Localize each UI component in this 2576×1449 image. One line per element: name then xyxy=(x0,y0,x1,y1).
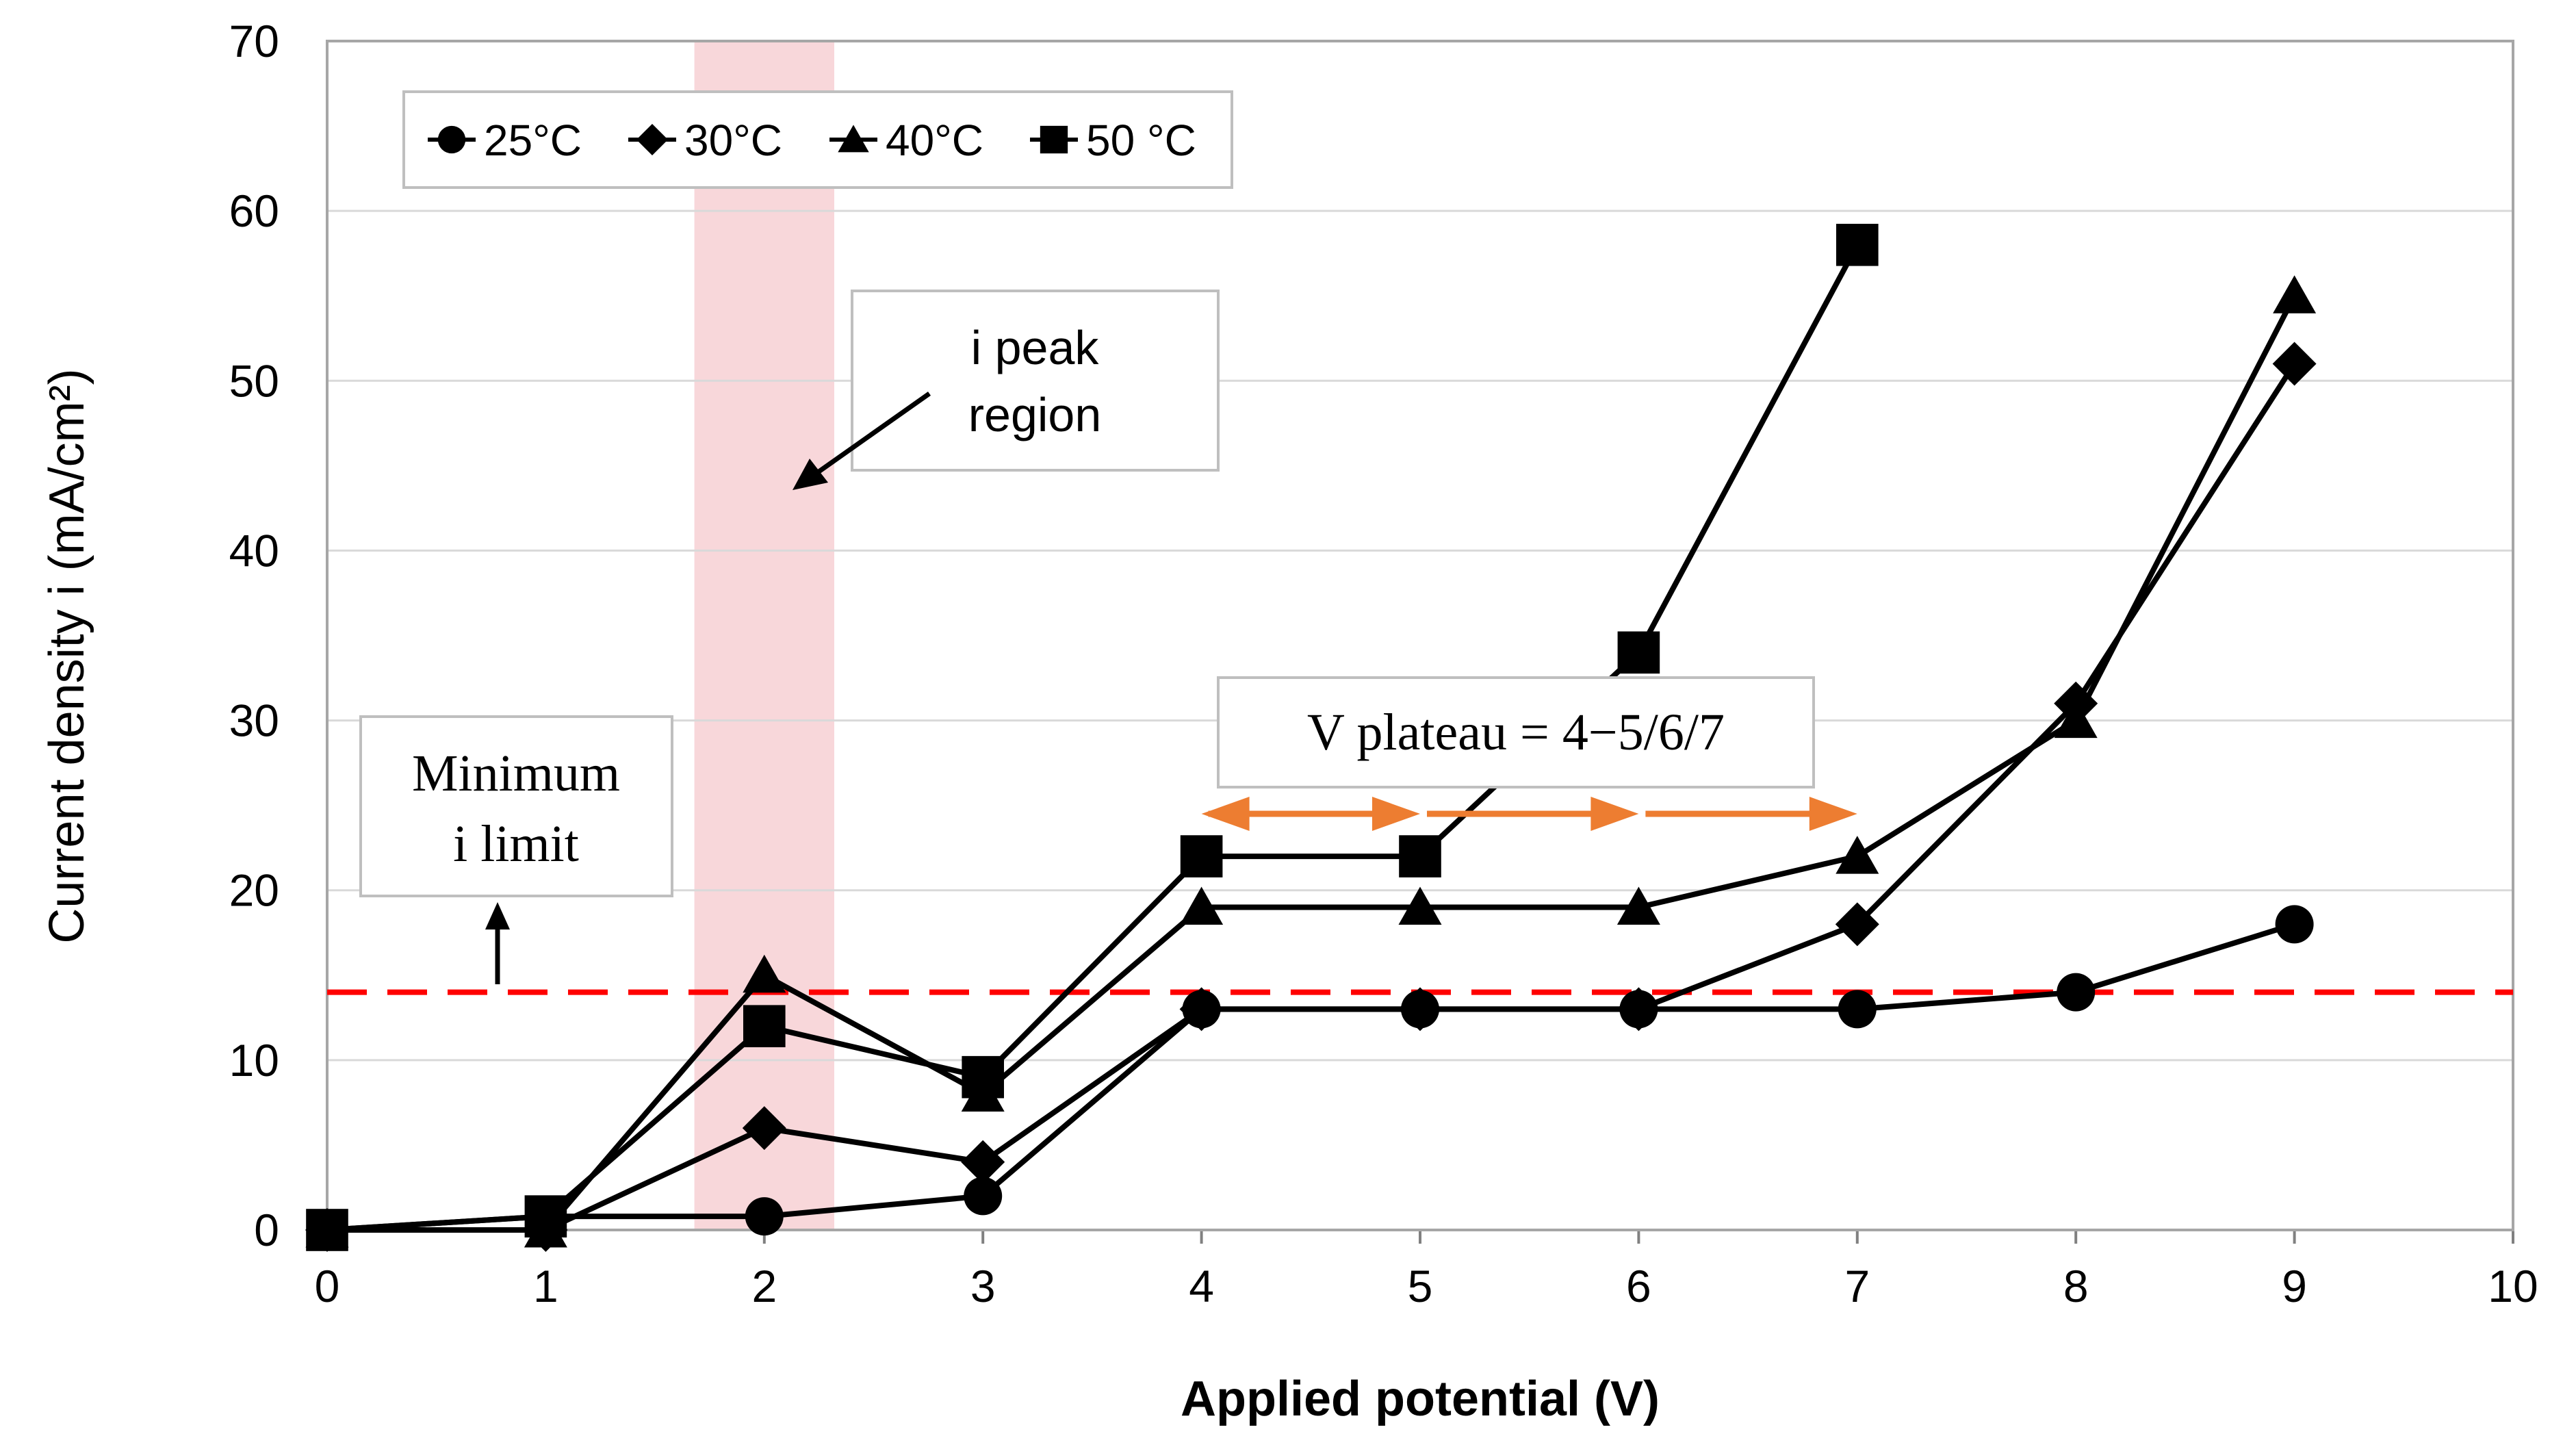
legend-label: 50 °C xyxy=(1086,116,1196,165)
y-tick-label: 50 xyxy=(229,355,279,406)
x-tick-label: 7 xyxy=(1844,1261,1870,1311)
x-tick-label: 9 xyxy=(2282,1261,2307,1311)
y-tick-label: 40 xyxy=(229,525,279,576)
y-axis-title: Current density i (mA/cm²) xyxy=(40,368,94,943)
minimum-limit-annotation: Minimum i limit xyxy=(359,715,673,984)
data-point xyxy=(961,1140,1005,1184)
plateau-annotation: V plateau = 4−5/6/7 xyxy=(1201,676,1857,832)
series-line xyxy=(326,921,2295,1233)
data-point xyxy=(2272,342,2317,386)
series-line xyxy=(327,294,2297,1233)
plateau-arrows xyxy=(1201,797,1857,832)
plateau-arrowhead-left xyxy=(1201,797,1250,832)
minimum-limit-arrowhead xyxy=(485,902,510,929)
plateau-label: V plateau = 4−5/6/7 xyxy=(1307,704,1725,761)
legend-label: 40°C xyxy=(886,116,983,165)
data-point xyxy=(742,1106,786,1151)
data-point xyxy=(964,1177,1003,1216)
data-point xyxy=(1836,836,1879,874)
minimum-limit-box xyxy=(359,715,673,897)
plateau-arrowhead-right xyxy=(1590,797,1639,832)
series-circle xyxy=(308,905,2314,1249)
series-line xyxy=(327,362,2297,1233)
data-point xyxy=(1398,886,1442,925)
data-point xyxy=(1836,223,1879,266)
peak-region-box xyxy=(851,290,1220,472)
x-axis-title: Applied potential (V) xyxy=(1181,1372,1660,1426)
x-tick-label: 5 xyxy=(1408,1261,1433,1311)
plateau-box xyxy=(1217,676,1815,788)
plateau-arrowhead-right xyxy=(1809,797,1857,832)
legend-box xyxy=(402,90,1233,189)
x-axis-ticks: 0 1 2 3 4 5 6 7 8 9 10 xyxy=(315,1261,2538,1311)
x-tick-label: 0 xyxy=(315,1261,340,1311)
data-point xyxy=(2054,700,2098,739)
y-axis-ticks: 0 10 20 30 40 50 60 70 xyxy=(229,16,279,1255)
peak-region-annotation: i peak region xyxy=(793,290,1220,490)
x-tick-label: 6 xyxy=(1626,1261,1651,1311)
series-group xyxy=(305,223,2317,1252)
y-tick-label: 60 xyxy=(229,185,279,236)
y-tick-label: 10 xyxy=(229,1035,279,1086)
data-point xyxy=(743,954,786,993)
data-point xyxy=(1180,835,1223,877)
data-point xyxy=(1179,987,1224,1031)
legend-marker xyxy=(1040,125,1068,154)
data-point xyxy=(1835,902,1879,947)
peak-region-arrowhead xyxy=(793,459,828,490)
data-point xyxy=(306,1209,348,1251)
data-point xyxy=(1180,886,1224,925)
legend-marker xyxy=(636,123,669,156)
data-point xyxy=(2057,973,2096,1012)
legend-marker xyxy=(437,125,466,154)
x-tick-label: 8 xyxy=(2063,1261,2089,1311)
data-point xyxy=(1617,631,1660,674)
x-tick-label: 3 xyxy=(970,1261,996,1311)
legend: 25°C 30°C 40°C 50 °C xyxy=(402,90,1233,189)
data-point xyxy=(1398,987,1442,1031)
legend-marker xyxy=(838,125,869,153)
data-point xyxy=(2273,275,2317,313)
peak-region-arrow xyxy=(816,392,931,474)
y-tick-label: 0 xyxy=(254,1205,279,1255)
data-point xyxy=(524,1195,567,1238)
y-tick-label: 30 xyxy=(229,695,279,746)
data-point xyxy=(2275,905,2314,944)
data-point xyxy=(1399,835,1441,877)
data-point xyxy=(1617,886,1660,925)
grid xyxy=(326,40,2514,1244)
peak-region-band xyxy=(694,41,835,1230)
plot-area xyxy=(326,40,2514,1231)
data-point xyxy=(1617,987,1661,1031)
x-tick-label: 2 xyxy=(751,1261,777,1311)
peak-region-label-line2: region xyxy=(968,388,1102,441)
x-tick-label: 4 xyxy=(1189,1261,1214,1311)
data-point xyxy=(745,1197,784,1236)
data-point xyxy=(962,1055,1004,1099)
peak-region-label-line1: i peak xyxy=(971,321,1100,374)
x-tick-label: 10 xyxy=(2488,1261,2538,1311)
y-tick-label: 20 xyxy=(229,865,279,916)
legend-label: 25°C xyxy=(484,116,582,165)
minimum-limit-label-line1: Minimum xyxy=(412,745,620,802)
data-point xyxy=(1838,990,1877,1029)
x-tick-label: 1 xyxy=(533,1261,558,1311)
minimum-limit-label-line2: i limit xyxy=(453,815,579,873)
y-tick-label: 70 xyxy=(229,16,279,66)
legend-label: 30°C xyxy=(684,116,782,165)
plateau-arrowhead-right xyxy=(1372,797,1420,832)
data-point xyxy=(743,1005,786,1048)
